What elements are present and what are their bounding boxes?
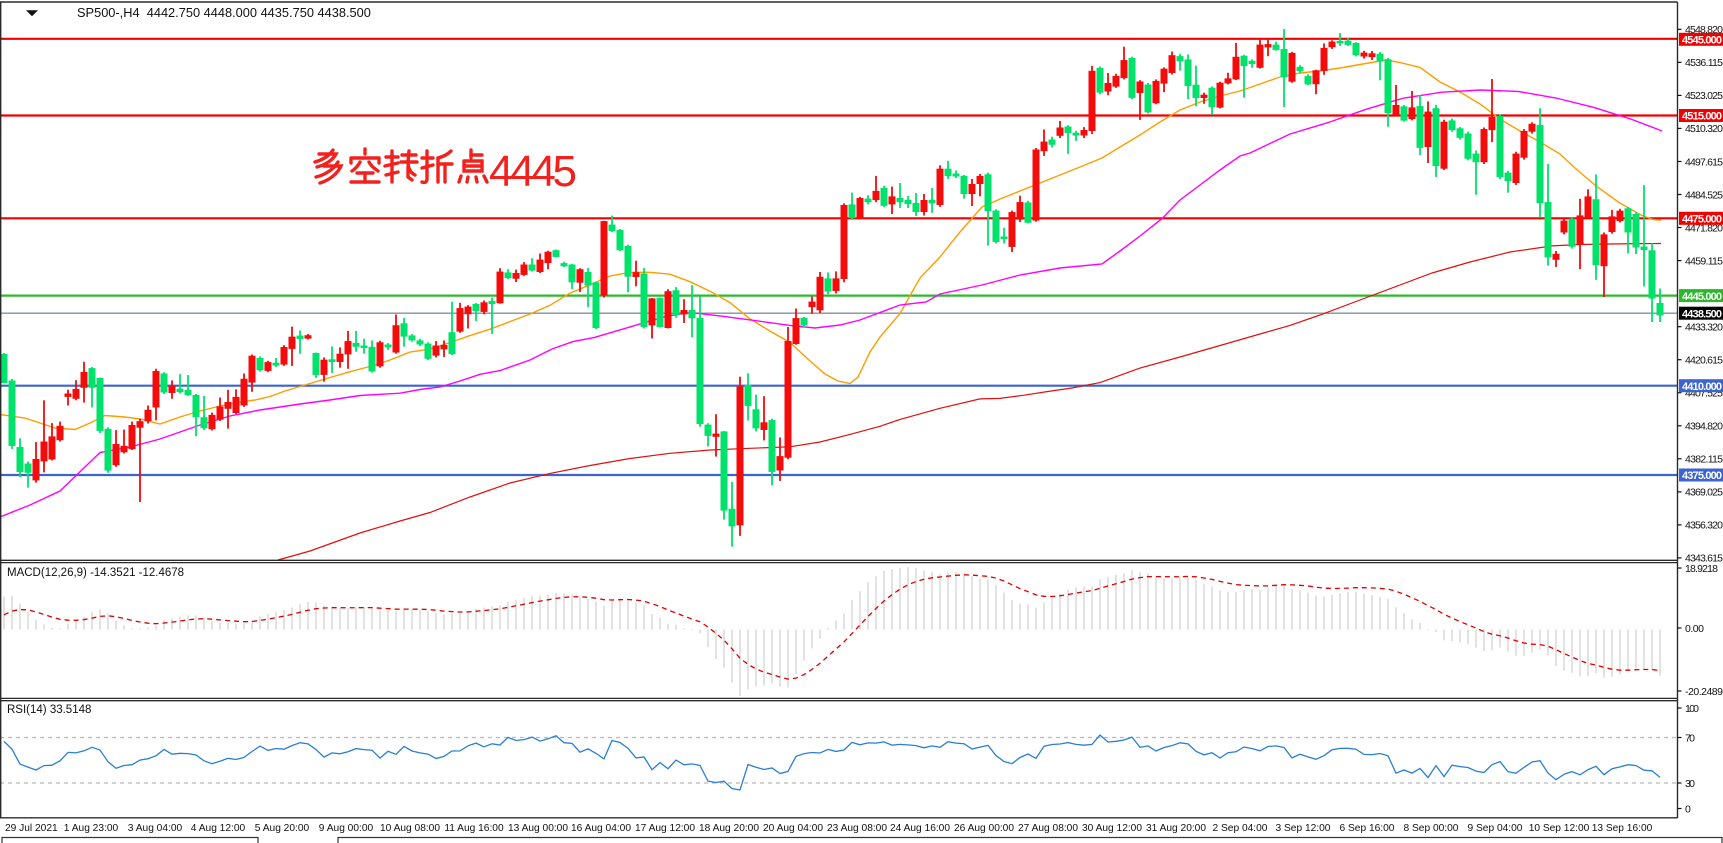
svg-text:17 Aug 12:00: 17 Aug 12:00	[635, 823, 695, 834]
svg-text:4382.115: 4382.115	[1685, 454, 1723, 466]
svg-text:29 Jul 2021: 29 Jul 2021	[5, 823, 58, 834]
svg-text:4497.615: 4497.615	[1685, 156, 1723, 168]
svg-text:4420.615: 4420.615	[1685, 355, 1723, 367]
svg-text:9 Aug 00:00: 9 Aug 00:00	[319, 823, 374, 834]
svg-text:RSI(14) 33.5148: RSI(14) 33.5148	[7, 704, 91, 716]
svg-text:13 Aug 00:00: 13 Aug 00:00	[508, 823, 568, 834]
svg-text:16 Aug 04:00: 16 Aug 04:00	[571, 823, 631, 834]
svg-text:100: 100	[1685, 703, 1699, 715]
svg-text:4475.000: 4475.000	[1682, 214, 1722, 226]
svg-text:0: 0	[1685, 803, 1691, 815]
svg-text:18.9218: 18.9218	[1685, 563, 1718, 575]
svg-text:13 Sep 16:00: 13 Sep 16:00	[1592, 823, 1653, 834]
svg-text:4510.320: 4510.320	[1685, 123, 1723, 135]
svg-text:70: 70	[1685, 732, 1695, 744]
svg-text:3 Aug 04:00: 3 Aug 04:00	[128, 823, 183, 834]
svg-text:10 Sep 12:00: 10 Sep 12:00	[1529, 823, 1590, 834]
svg-text:1 Aug 23:00: 1 Aug 23:00	[64, 823, 119, 834]
svg-text:20 Aug 04:00: 20 Aug 04:00	[763, 823, 823, 834]
svg-text:9 Sep 04:00: 9 Sep 04:00	[1468, 823, 1523, 834]
svg-text:30: 30	[1685, 778, 1695, 790]
svg-text:24 Aug 16:00: 24 Aug 16:00	[890, 823, 950, 834]
svg-text:30 Aug 12:00: 30 Aug 12:00	[1082, 823, 1142, 834]
svg-text:4410.000: 4410.000	[1682, 381, 1722, 393]
svg-text:8 Sep 00:00: 8 Sep 00:00	[1404, 823, 1459, 834]
svg-text:4 Aug 12:00: 4 Aug 12:00	[191, 823, 246, 834]
svg-text:4343.615: 4343.615	[1685, 553, 1723, 565]
svg-text:4445.000: 4445.000	[1682, 291, 1722, 303]
svg-text:4523.025: 4523.025	[1685, 90, 1723, 102]
svg-text:2 Sep 04:00: 2 Sep 04:00	[1213, 823, 1268, 834]
svg-text:4375.000: 4375.000	[1682, 470, 1722, 482]
svg-text:MACD(12,26,9) -14.3521 -12.467: MACD(12,26,9) -14.3521 -12.4678	[7, 567, 184, 579]
svg-text:23 Aug 08:00: 23 Aug 08:00	[827, 823, 887, 834]
svg-text:4356.320: 4356.320	[1685, 520, 1723, 532]
svg-text:3 Sep 12:00: 3 Sep 12:00	[1276, 823, 1331, 834]
svg-text:4484.525: 4484.525	[1685, 189, 1723, 201]
svg-text:-20.2489: -20.2489	[1685, 686, 1723, 698]
svg-text:4515.000: 4515.000	[1682, 111, 1722, 123]
svg-text:4433.320: 4433.320	[1685, 322, 1723, 334]
svg-text:5 Aug 20:00: 5 Aug 20:00	[255, 823, 310, 834]
svg-text:4459.115: 4459.115	[1685, 255, 1723, 267]
svg-text:10 Aug 08:00: 10 Aug 08:00	[380, 823, 440, 834]
svg-text:4394.820: 4394.820	[1685, 421, 1723, 433]
svg-text:26 Aug 00:00: 26 Aug 00:00	[954, 823, 1014, 834]
svg-text:4445: 4445	[489, 147, 577, 196]
svg-text:4471.820: 4471.820	[1685, 222, 1723, 234]
svg-text:4545.000: 4545.000	[1682, 35, 1722, 47]
svg-text:0.00: 0.00	[1685, 623, 1704, 635]
svg-text:18 Aug 20:00: 18 Aug 20:00	[699, 823, 759, 834]
svg-text:4536.115: 4536.115	[1685, 57, 1723, 69]
svg-text:4369.025: 4369.025	[1685, 487, 1723, 499]
svg-text:SP500-,H4 4442.750 4448.000 4: SP500-,H4 4442.750 4448.000 4435.750 443…	[77, 5, 371, 20]
svg-text:27 Aug 08:00: 27 Aug 08:00	[1018, 823, 1078, 834]
svg-text:4438.500: 4438.500	[1682, 308, 1722, 320]
svg-text:6 Sep 16:00: 6 Sep 16:00	[1340, 823, 1395, 834]
svg-text:31 Aug 20:00: 31 Aug 20:00	[1146, 823, 1206, 834]
svg-text:11 Aug 16:00: 11 Aug 16:00	[444, 823, 504, 834]
